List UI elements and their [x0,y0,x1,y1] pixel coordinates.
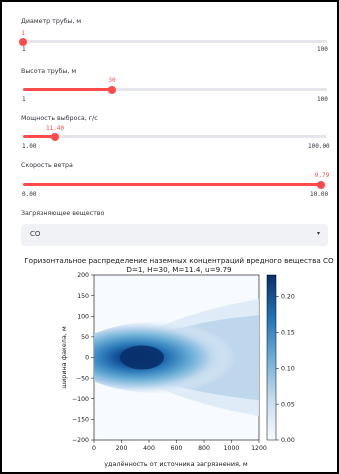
emission-power-label: Мощность выброса, г/с [21,115,98,122]
pipe-height-slider[interactable] [23,85,327,94]
wind-speed-fill [23,183,321,186]
y-tick-label: 0 [85,355,89,362]
pollutant-select[interactable]: CO ▾ [21,224,328,246]
x-tick-label: 600 [171,445,183,452]
wind-speed-min: 0.00 [22,191,37,198]
emission-power-slider[interactable] [23,132,327,141]
pollutant-label: Загрязняющее вещество [21,210,105,217]
chart-subtitle: D=1, H=30, M=11.4, u=9.79 [126,265,232,274]
x-tick-label: 800 [198,445,210,452]
pipe-height-min: 1 [22,96,26,103]
emission-power-min: 1.00 [22,143,37,150]
chevron-down-icon[interactable]: ▾ [316,230,320,237]
wind-speed-slider[interactable] [23,180,327,189]
chart-title: Горизонтальное распределение наземных ко… [24,256,334,265]
colorbar-tick-label: 0.15 [281,330,295,337]
plume-core [94,321,252,394]
x-tick-label: 1200 [251,445,267,452]
y-tick-label: −100 [72,396,89,403]
y-axis-ticks: 200 150 100 50 0 −50 −100 −150 −200 [72,272,94,444]
pipe-height-fill [23,88,113,91]
y-tick-label: 100 [77,313,89,320]
emission-power-thumb[interactable] [50,132,59,141]
pipe-diameter-slider[interactable] [19,37,327,46]
pipe-diameter-min: 1 [22,46,26,53]
pipe-height-value: 30 [108,77,116,84]
pipe-diameter-label: Диаметр трубы, м [21,18,82,25]
pipe-height-label: Высота трубы, м [21,68,77,75]
wind-speed-label: Скорость ветра [21,162,73,169]
colorbar-tick-label: 0.20 [281,294,295,301]
x-tick-label: 1000 [224,445,240,452]
y-tick-label: −50 [76,375,89,382]
pipe-diameter-thumb[interactable] [19,37,27,46]
colorbar-ticks: 0.20 0.15 0.10 0.05 0.00 [276,294,295,444]
app-frame: Диаметр трубы, м 1 1 100 Высота трубы, м… [2,2,337,472]
pipe-diameter-value: 1 [21,30,25,37]
emission-power-fill [23,135,55,138]
y-tick-label: 50 [81,334,89,341]
x-tick-label: 400 [143,445,155,452]
x-tick-label: 0 [92,445,96,452]
y-tick-label: −150 [72,417,89,424]
y-tick-label: 150 [77,293,89,300]
x-tick-label: 200 [116,445,128,452]
pollutant-selected-value: CO [30,230,41,238]
pipe-height-max: 100 [317,96,328,103]
wind-speed-value: 9.79 [314,172,330,179]
pipe-height-thumb[interactable] [108,85,117,94]
concentration-heatmap-chart: Горизонтальное распределение наземных ко… [24,256,334,468]
y-tick-label: 200 [77,272,89,279]
y-axis-label: ширина факела, м [60,326,68,389]
wind-speed-max: 10.00 [310,191,329,198]
x-axis-label: удалённость от источника загрязнения, м [104,460,248,468]
colorbar-tick-label: 0.10 [281,365,295,372]
pipe-diameter-max: 100 [317,46,328,53]
colorbar-tick-label: 0.05 [281,401,295,408]
plume-peak [120,345,164,370]
colorbar-tick-label: 0.00 [281,437,295,444]
x-axis-ticks: 0 200 400 600 800 1000 1200 [92,440,267,452]
y-tick-label: −200 [72,437,89,444]
wind-speed-thumb[interactable] [316,180,325,189]
emission-power-value: 11.40 [45,125,65,132]
colorbar [266,274,277,441]
emission-power-max: 100.00 [308,143,330,150]
